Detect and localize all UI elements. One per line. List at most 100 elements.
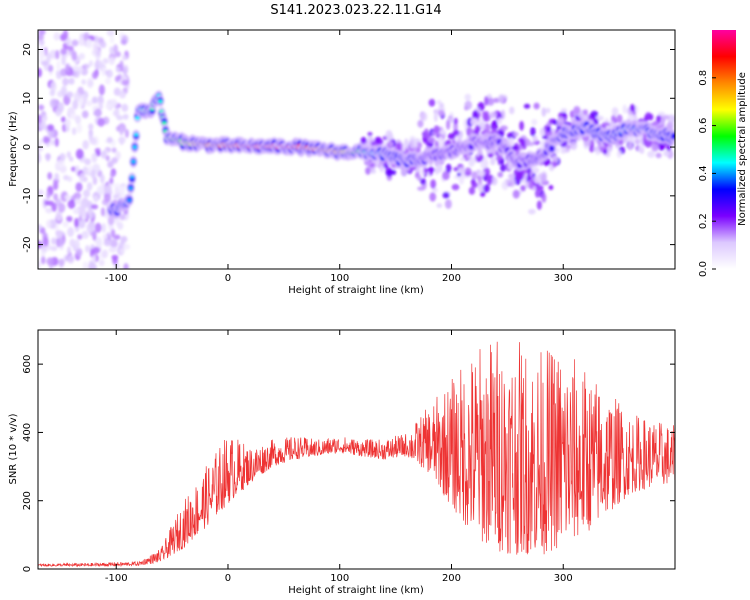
noise-blob (100, 207, 106, 217)
noise-blob (593, 118, 599, 126)
noise-blob (89, 137, 97, 145)
snr-panel: -100 0 100 200 300 0 200 400 600 Height of stra… (8, 329, 676, 596)
ridge-core (133, 132, 139, 137)
noise-blob (379, 166, 385, 173)
noise-blob (539, 127, 546, 137)
noise-blob (582, 109, 588, 115)
noise-blob (627, 141, 633, 151)
noise-blob (86, 182, 93, 191)
noise-blob (94, 60, 101, 70)
noise-blob (88, 60, 93, 67)
noise-blob (62, 221, 69, 228)
noise-blob (69, 113, 77, 120)
noise-blob (645, 112, 652, 121)
colorbar-tick-label: 0.6 (698, 118, 709, 134)
noise-blob (55, 49, 60, 60)
noise-blob (534, 189, 541, 198)
noise-blob (102, 233, 108, 240)
noise-blob (97, 117, 105, 127)
noise-blob (512, 189, 520, 199)
noise-blob (79, 97, 84, 107)
noise-blob (71, 50, 76, 61)
noise-blob (98, 84, 105, 96)
y-tick-label: -10 (22, 188, 33, 204)
noise-blob (88, 123, 94, 131)
noise-blob (601, 122, 610, 127)
noise-blob (51, 237, 57, 245)
noise-blob (106, 30, 115, 37)
noise-blob (75, 247, 83, 257)
noise-blob (483, 184, 490, 193)
noise-blob (634, 138, 640, 145)
noise-blob (464, 167, 472, 177)
x-tick-label: 100 (330, 573, 349, 584)
noise-blob (528, 180, 534, 190)
noise-blob (56, 60, 61, 71)
noise-blob (42, 236, 49, 247)
noise-blob (477, 148, 483, 155)
noise-blob (110, 100, 118, 108)
noise-blob (58, 237, 65, 247)
noise-blob (452, 129, 460, 136)
noise-blob (430, 179, 437, 189)
noise-blob (499, 125, 508, 131)
snr-x-axis-label: Height of straight line (km) (288, 585, 424, 596)
noise-blob (46, 219, 52, 229)
x-tick-label: 300 (554, 573, 573, 584)
noise-blob (593, 146, 599, 152)
noise-blob (67, 227, 75, 238)
noise-blob (429, 192, 437, 202)
y-tick-label: 0 (22, 566, 33, 572)
noise-blob (39, 39, 45, 46)
noise-blob (88, 80, 94, 87)
noise-blob (46, 257, 55, 266)
noise-blob (124, 129, 129, 138)
noise-blob (479, 121, 486, 130)
noise-blob (409, 138, 415, 149)
y-tick-label: 10 (22, 92, 33, 105)
noise-blob (656, 114, 662, 124)
noise-blob (544, 130, 553, 137)
noise-blob (38, 261, 41, 269)
noise-blob (113, 87, 121, 96)
noise-blob (545, 107, 551, 114)
noise-blob (500, 163, 506, 172)
noise-blob (472, 110, 479, 120)
noise-blob (99, 41, 107, 49)
noise-blob (121, 79, 129, 86)
x-tick-label: -100 (105, 273, 128, 284)
noise-blob (428, 136, 436, 144)
noise-blob (103, 239, 112, 247)
noise-blob (470, 117, 479, 126)
noise-blob (99, 174, 105, 184)
noise-blob (90, 169, 97, 179)
noise-blob (49, 49, 58, 60)
noise-blob (573, 106, 581, 115)
noise-blob (111, 254, 119, 260)
noise-blob (541, 172, 547, 183)
noise-blob (527, 141, 535, 147)
noise-blob (528, 208, 536, 215)
noise-blob (501, 180, 509, 191)
noise-blob (652, 121, 659, 127)
noise-blob (78, 53, 86, 60)
noise-blob (520, 185, 526, 192)
noise-blob (93, 110, 100, 117)
noise-blob (38, 114, 43, 125)
noise-blob (66, 215, 73, 223)
noise-blob (38, 189, 45, 196)
noise-blob (94, 222, 102, 233)
noise-blob (578, 111, 583, 119)
noise-blob (82, 189, 91, 198)
noise-blob (500, 109, 506, 120)
noise-blob (47, 124, 55, 131)
noise-blob (38, 104, 45, 111)
noise-blob (622, 104, 627, 114)
noise-blob (74, 198, 82, 205)
colorbar-label: Normalized spectral amplitude (737, 72, 748, 226)
noise-blob (532, 167, 540, 174)
noise-blob (413, 138, 421, 143)
noise-blob (121, 103, 129, 112)
snr-y-axis-label: SNR (10 * v/v) (8, 413, 19, 484)
noise-blob (51, 202, 57, 212)
